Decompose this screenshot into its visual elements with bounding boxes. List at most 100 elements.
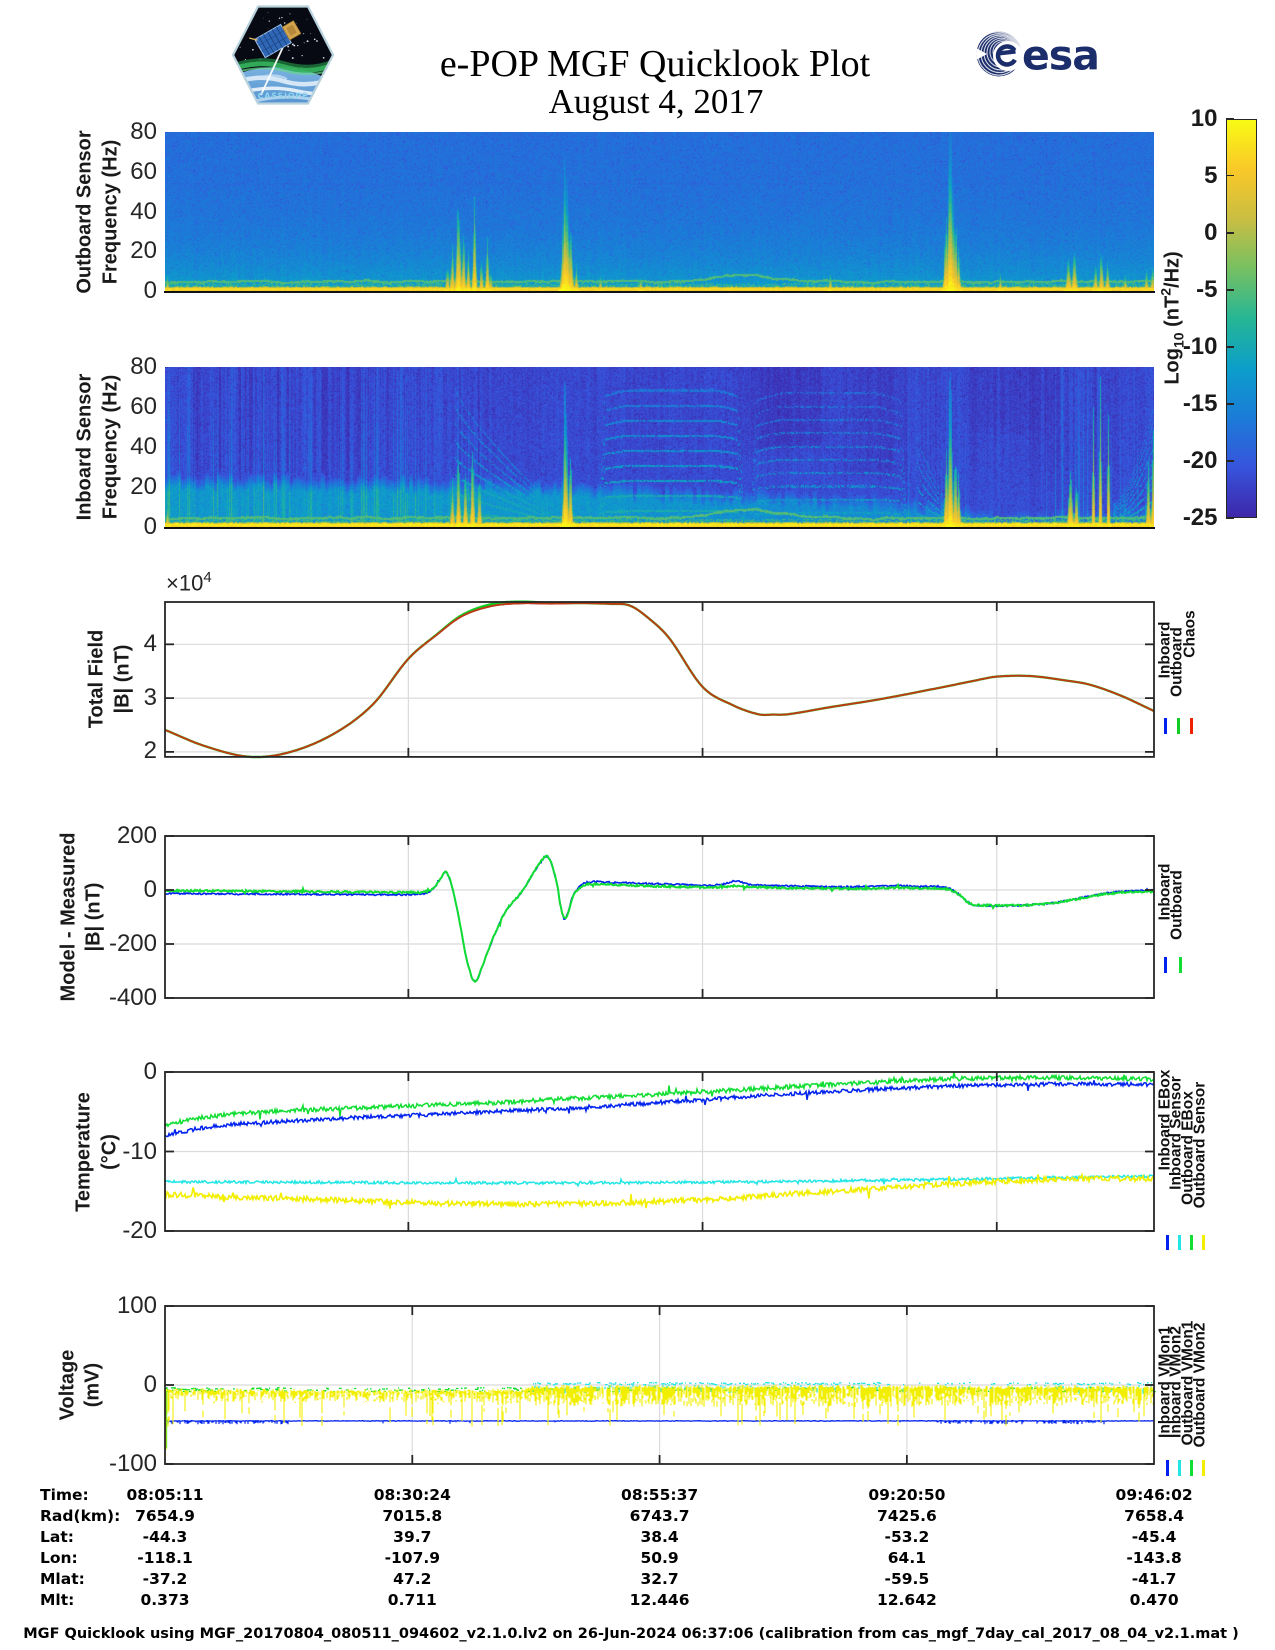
voltage-legend-swatch: [1178, 1460, 1181, 1476]
temperature-ytick-label: -20: [122, 1217, 157, 1244]
table-cell: -53.2: [884, 1527, 930, 1546]
outboard-spec-image: [165, 132, 1154, 291]
patch-text: CASSIOPE: [258, 92, 309, 101]
temperature-legend-swatch: [1201, 1234, 1205, 1250]
table-row-label: Lat:: [40, 1527, 74, 1546]
temperature-series-outboard-ebox: [164, 1071, 1155, 1128]
model-measured-ylabel-line2: |B| (nT): [82, 882, 105, 952]
temperature-series-inboard-ebox: [164, 1080, 1155, 1138]
voltage-ytick-label: 100: [116, 1292, 157, 1319]
table-cell: 47.2: [393, 1569, 432, 1588]
table-cell: 7425.6: [876, 1506, 937, 1525]
table-cell: 64.1: [887, 1548, 927, 1567]
table-cell: 0.373: [140, 1590, 190, 1609]
colorbar-tick-label: -15: [1182, 389, 1218, 417]
voltage-ytick-label: 0: [143, 1371, 157, 1398]
colorbar-tick-label: -20: [1182, 446, 1218, 474]
total-field-series-outboard: [164, 600, 1155, 758]
inboard-spec-ytick-label: 0: [143, 513, 157, 540]
inboard-spec-ytick-label: 80: [130, 353, 157, 380]
temperature-plot: [164, 1071, 1155, 1232]
outboard-spec-ylabel-line1: Outboard Sensor: [73, 129, 96, 294]
table-cell: -59.5: [884, 1569, 930, 1588]
temperature-ylabel-line2: (°C): [98, 1133, 120, 1170]
table-row-label: Lon:: [40, 1548, 78, 1567]
model-measured-ytick-label: -400: [108, 984, 157, 1011]
total-field-series-chaos: [164, 601, 1155, 758]
total-field-ytick-label: 2: [143, 737, 157, 765]
model-measured-ytick-label: -200: [108, 930, 157, 957]
colorbar-tick-label: 10: [1190, 104, 1218, 132]
colorbar-tick-mark: [1225, 117, 1234, 120]
temperature-ylabel-line1: Temperature: [72, 1091, 95, 1212]
esa-logo: esa: [968, 20, 1098, 90]
table-cell: 7654.9: [135, 1506, 195, 1525]
model-measured-series-inboard: [164, 855, 1155, 983]
total-field-ylabel-line1: Total Field: [85, 629, 108, 729]
table-cell: -44.3: [142, 1527, 188, 1546]
colorbar-tick-mark: [1225, 231, 1234, 234]
table-row-label: Time:: [40, 1486, 89, 1504]
outboard-spec-ytick-label: 60: [130, 157, 157, 185]
table-cell: 12.446: [629, 1590, 690, 1609]
total-field-plot: [164, 600, 1155, 758]
temperature-ytick-label: -10: [122, 1137, 157, 1165]
inboard-spec-ytick-label: 60: [130, 393, 157, 420]
outboard-spec-ytick-label: 40: [130, 197, 157, 225]
voltage-ytick-label: -100: [108, 1450, 157, 1477]
table-cell: 39.7: [393, 1527, 432, 1546]
voltage-ylabel-line1: Voltage: [56, 1349, 78, 1421]
outboard-spec-x-axis-line: [164, 291, 1155, 293]
colorbar-gradient: [1225, 118, 1257, 518]
table-cell: 08:55:37: [621, 1486, 699, 1504]
voltage-series-inboard-vmon1: [164, 1419, 1154, 1423]
colorbar-tick-mark: [1225, 345, 1234, 348]
table-cell: -107.9: [384, 1548, 441, 1567]
inboard-spec-x-axis-line: [164, 527, 1155, 529]
table-cell: -143.8: [1126, 1548, 1182, 1567]
total-field-ytick-label: 3: [143, 683, 157, 711]
temperature-legend-swatch: [1166, 1234, 1169, 1250]
table-cell: -41.7: [1131, 1569, 1177, 1588]
table-cell: 0.470: [1129, 1590, 1179, 1609]
temperature-series-outboard-sensor: [164, 1171, 1155, 1210]
voltage-legend-swatch: [1190, 1460, 1193, 1476]
colorbar-tick-mark: [1225, 460, 1234, 462]
model-measured-legend-swatch: [1178, 957, 1182, 973]
colorbar-tick-label: -25: [1182, 504, 1218, 531]
table-row-label: Rad(km):: [40, 1506, 121, 1525]
page-title: e-POP MGF Quicklook Plot: [439, 43, 871, 85]
table-cell: 38.4: [640, 1527, 679, 1546]
table-cell: 7658.4: [1124, 1506, 1185, 1525]
table-cell: 50.9: [640, 1548, 679, 1567]
table-row-label: Mlat:: [40, 1569, 85, 1588]
cassiope-mission-patch: CASSIOPE: [231, 5, 335, 105]
model-measured-ytick-label: 200: [116, 822, 157, 849]
colorbar-tick-label: 5: [1204, 161, 1218, 189]
voltage-plot: [164, 1305, 1156, 1465]
outboard-spec-ylabel-line2: Frequency (Hz): [99, 139, 121, 284]
footer-note: MGF Quicklook using MGF_20170804_080511_…: [23, 1626, 1239, 1642]
table-cell: 08:30:24: [373, 1486, 451, 1504]
temperature-series-inboard-sensor: [164, 1173, 1155, 1188]
outboard-spec-ytick-label: 80: [130, 118, 157, 145]
voltage-ylabel-line2: (mV): [81, 1362, 104, 1408]
total-field-axes-box: [164, 600, 1155, 758]
total-field-ytick-label: 4: [143, 629, 157, 657]
temperature-ytick-label: 0: [143, 1058, 157, 1085]
colorbar-tick-label: 0: [1204, 218, 1218, 246]
table-cell: -37.2: [142, 1569, 188, 1588]
total-field-legend-label: Chaos: [1181, 610, 1199, 658]
table-cell: 08:05:11: [126, 1486, 204, 1504]
table-row-label: Mlt:: [40, 1590, 75, 1609]
inboard-spec-image: [165, 367, 1154, 527]
table-cell: 7015.8: [382, 1506, 443, 1525]
table-cell: 0.711: [387, 1590, 437, 1609]
voltage-legend-label: Outboard VMon2: [1191, 1322, 1209, 1448]
table-cell: 32.7: [640, 1569, 679, 1588]
model-measured-legend-swatch: [1163, 957, 1167, 973]
colorbar-axis-label: Log10 (nT2/Hz): [1157, 251, 1187, 385]
model-measured-ylabel-line1: Model - Measured: [57, 832, 79, 1002]
outboard-spec-ytick-label: 0: [143, 277, 157, 304]
outboard-spec-ytick-label: 20: [130, 237, 157, 265]
